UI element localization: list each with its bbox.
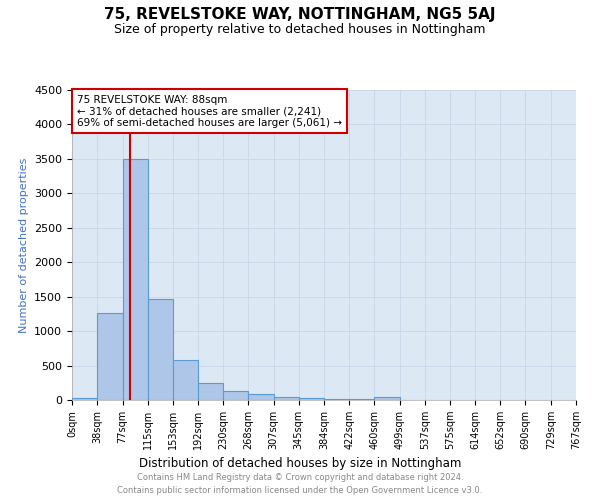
Text: 75, REVELSTOKE WAY, NOTTINGHAM, NG5 5AJ: 75, REVELSTOKE WAY, NOTTINGHAM, NG5 5AJ: [104, 8, 496, 22]
Bar: [148, 298, 173, 400]
Bar: [374, 396, 400, 400]
Text: Contains HM Land Registry data © Crown copyright and database right 2024.
Contai: Contains HM Land Registry data © Crown c…: [118, 474, 482, 495]
Bar: [325, 399, 349, 400]
Bar: [173, 360, 198, 400]
Text: 75 REVELSTOKE WAY: 88sqm
← 31% of detached houses are smaller (2,241)
69% of sem: 75 REVELSTOKE WAY: 88sqm ← 31% of detach…: [77, 94, 342, 128]
Bar: [198, 383, 223, 400]
Bar: [274, 397, 299, 400]
Text: Size of property relative to detached houses in Nottingham: Size of property relative to detached ho…: [114, 22, 486, 36]
Bar: [223, 391, 248, 400]
Bar: [248, 394, 274, 400]
Text: Distribution of detached houses by size in Nottingham: Distribution of detached houses by size …: [139, 458, 461, 470]
Y-axis label: Number of detached properties: Number of detached properties: [19, 158, 29, 332]
Bar: [299, 398, 325, 400]
Bar: [97, 312, 122, 400]
Bar: [122, 159, 148, 400]
Bar: [72, 398, 97, 400]
